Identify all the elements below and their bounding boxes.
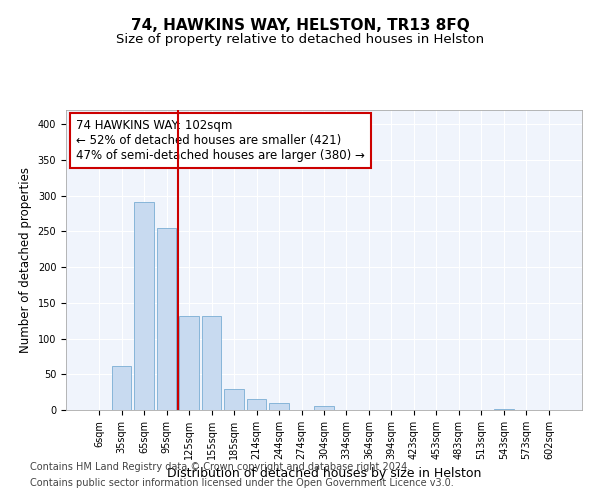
Bar [134,202,154,410]
Bar [494,408,514,410]
Bar [202,316,221,410]
Bar [247,400,266,410]
Text: Size of property relative to detached houses in Helston: Size of property relative to detached ho… [116,32,484,46]
Y-axis label: Number of detached properties: Number of detached properties [19,167,32,353]
Bar [314,406,334,410]
Text: 74 HAWKINS WAY: 102sqm
← 52% of detached houses are smaller (421)
47% of semi-de: 74 HAWKINS WAY: 102sqm ← 52% of detached… [76,119,365,162]
Bar [269,403,289,410]
Bar [112,366,131,410]
X-axis label: Distribution of detached houses by size in Helston: Distribution of detached houses by size … [167,468,481,480]
Text: Contains public sector information licensed under the Open Government Licence v3: Contains public sector information licen… [30,478,454,488]
Bar [157,228,176,410]
Text: 74, HAWKINS WAY, HELSTON, TR13 8FQ: 74, HAWKINS WAY, HELSTON, TR13 8FQ [131,18,469,32]
Bar [224,388,244,410]
Bar [179,316,199,410]
Text: Contains HM Land Registry data © Crown copyright and database right 2024.: Contains HM Land Registry data © Crown c… [30,462,410,472]
